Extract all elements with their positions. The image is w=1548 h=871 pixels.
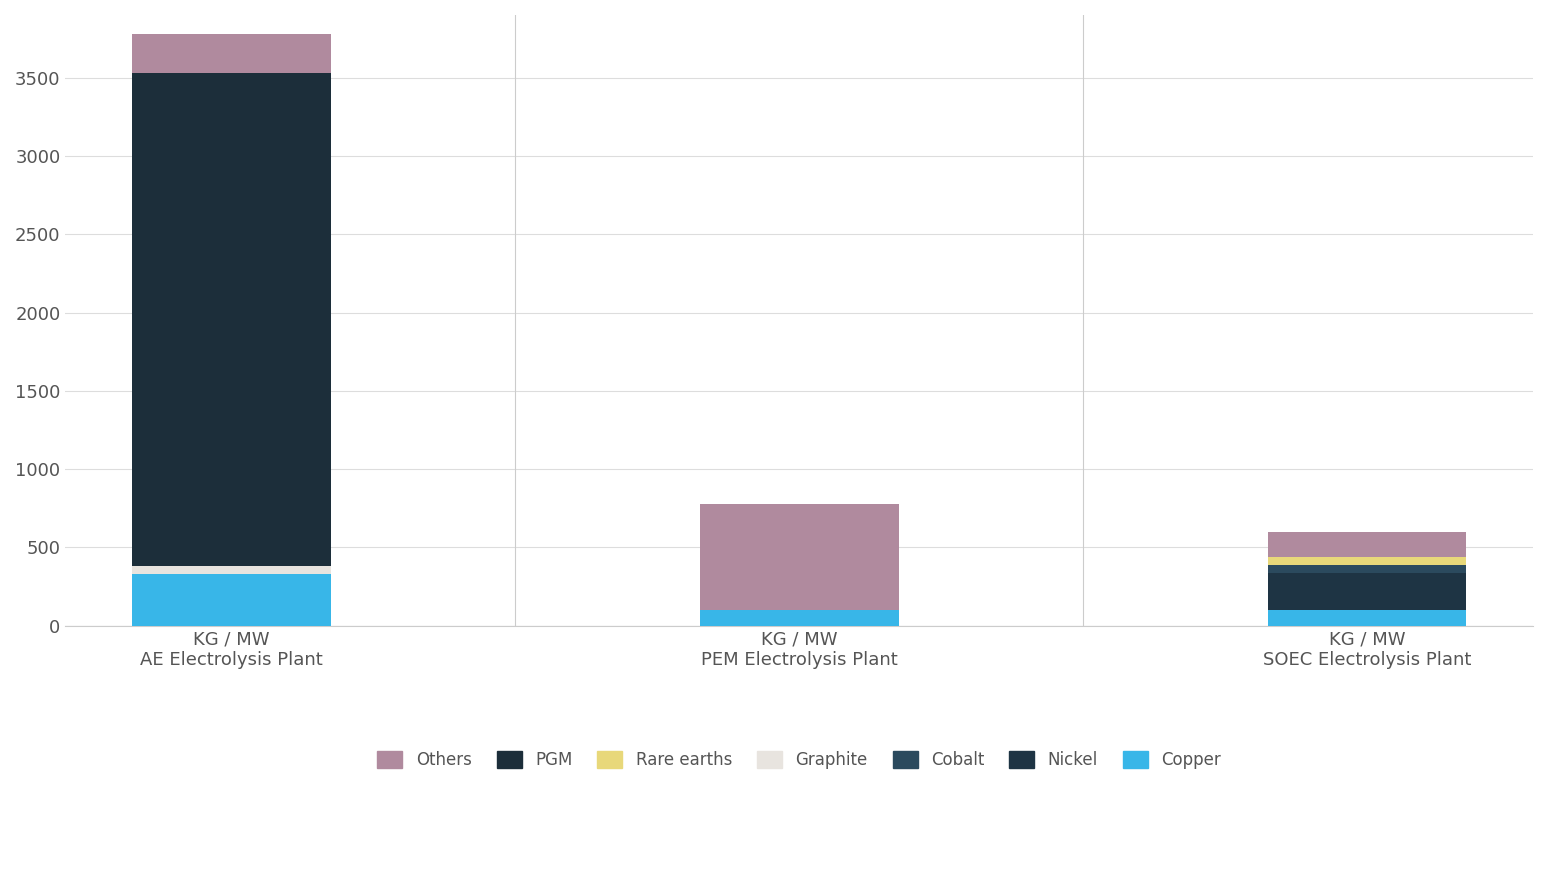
Bar	[132, 574, 331, 625]
Bar	[1268, 532, 1466, 557]
Bar	[1268, 564, 1466, 572]
Bar	[132, 566, 331, 574]
Bar	[132, 34, 331, 73]
Bar	[1268, 557, 1466, 564]
Bar	[1268, 610, 1466, 625]
Bar	[132, 73, 331, 566]
Legend: Others, PGM, Rare earths, Graphite, Cobalt, Nickel, Copper: Others, PGM, Rare earths, Graphite, Coba…	[370, 744, 1228, 775]
Bar	[700, 610, 898, 625]
Bar	[1268, 572, 1466, 610]
Bar	[700, 503, 898, 610]
